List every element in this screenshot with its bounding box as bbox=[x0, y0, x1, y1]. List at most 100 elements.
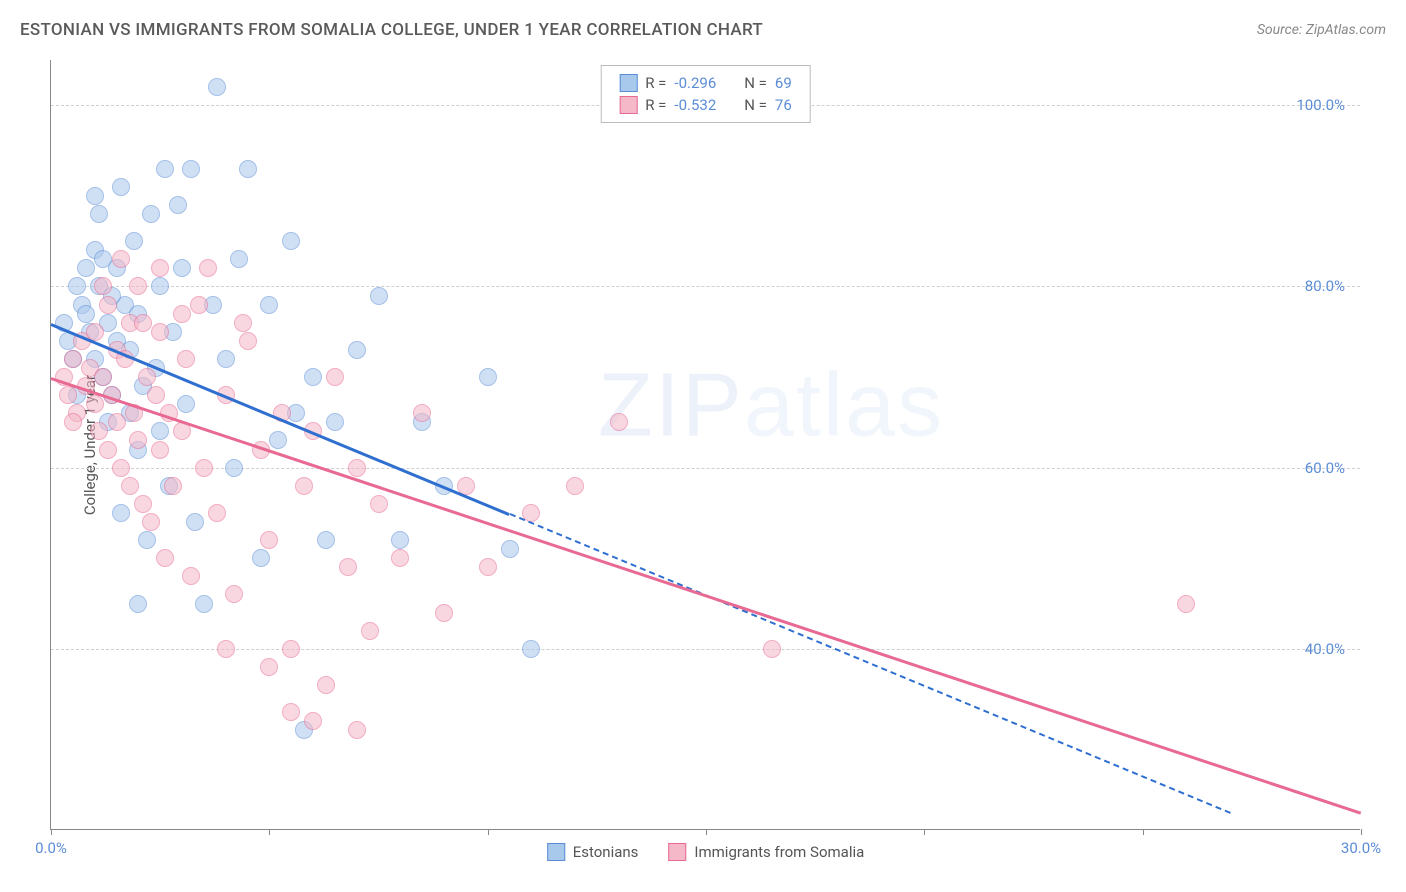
r-label: R = bbox=[645, 96, 666, 114]
scatter-point bbox=[225, 585, 243, 603]
scatter-point bbox=[151, 422, 169, 440]
scatter-point bbox=[129, 431, 147, 449]
x-tick-mark bbox=[1143, 829, 1144, 835]
scatter-point bbox=[295, 477, 313, 495]
scatter-point bbox=[77, 305, 95, 323]
legend-item: Estonians bbox=[547, 843, 639, 861]
x-tick-mark bbox=[51, 829, 52, 835]
scatter-point bbox=[125, 232, 143, 250]
scatter-point bbox=[151, 259, 169, 277]
scatter-point bbox=[177, 350, 195, 368]
scatter-point bbox=[348, 721, 366, 739]
scatter-point bbox=[208, 78, 226, 96]
chart-title: ESTONIAN VS IMMIGRANTS FROM SOMALIA COLL… bbox=[20, 20, 763, 40]
scatter-point bbox=[370, 287, 388, 305]
n-value: 69 bbox=[775, 74, 792, 92]
source-attribution: Source: ZipAtlas.com bbox=[1257, 22, 1386, 38]
n-label: N = bbox=[744, 74, 767, 92]
scatter-point bbox=[1177, 595, 1195, 613]
chart-container: ESTONIAN VS IMMIGRANTS FROM SOMALIA COLL… bbox=[0, 0, 1406, 892]
y-tick-label: 60.0% bbox=[1305, 459, 1345, 477]
x-tick-mark bbox=[488, 829, 489, 835]
n-label: N = bbox=[744, 96, 767, 114]
scatter-point bbox=[156, 160, 174, 178]
scatter-point bbox=[217, 350, 235, 368]
scatter-point bbox=[282, 232, 300, 250]
scatter-point bbox=[173, 305, 191, 323]
scatter-point bbox=[64, 413, 82, 431]
scatter-point bbox=[269, 431, 287, 449]
scatter-point bbox=[252, 549, 270, 567]
scatter-point bbox=[195, 595, 213, 613]
scatter-point bbox=[326, 413, 344, 431]
scatter-point bbox=[370, 495, 388, 513]
scatter-point bbox=[413, 404, 431, 422]
scatter-point bbox=[234, 314, 252, 332]
scatter-point bbox=[230, 250, 248, 268]
bottom-legend: EstoniansImmigrants from Somalia bbox=[547, 843, 865, 861]
scatter-point bbox=[199, 259, 217, 277]
scatter-point bbox=[151, 441, 169, 459]
trend-line-extrapolated bbox=[509, 513, 1230, 814]
scatter-point bbox=[129, 595, 147, 613]
scatter-point bbox=[99, 296, 117, 314]
scatter-point bbox=[164, 477, 182, 495]
scatter-point bbox=[169, 196, 187, 214]
scatter-point bbox=[190, 296, 208, 314]
scatter-point bbox=[94, 277, 112, 295]
scatter-point bbox=[121, 477, 139, 495]
scatter-point bbox=[217, 640, 235, 658]
scatter-point bbox=[138, 368, 156, 386]
scatter-point bbox=[151, 277, 169, 295]
r-label: R = bbox=[645, 74, 666, 92]
legend-swatch bbox=[619, 96, 637, 114]
trend-line bbox=[51, 377, 1362, 815]
chart-area: College, Under 1 year ZIPatlas 40.0%60.0… bbox=[50, 60, 1360, 830]
scatter-point bbox=[348, 459, 366, 477]
y-tick-label: 100.0% bbox=[1296, 96, 1345, 114]
scatter-point bbox=[147, 386, 165, 404]
stats-box: R =-0.296N =69R =-0.532N =76 bbox=[600, 65, 811, 123]
scatter-point bbox=[112, 504, 130, 522]
scatter-point bbox=[112, 178, 130, 196]
scatter-point bbox=[182, 567, 200, 585]
plot-region: ZIPatlas 40.0%60.0%80.0%100.0%0.0%30.0%R… bbox=[50, 60, 1360, 830]
y-tick-label: 80.0% bbox=[1305, 277, 1345, 295]
scatter-point bbox=[282, 703, 300, 721]
scatter-point bbox=[86, 187, 104, 205]
x-tick-mark bbox=[706, 829, 707, 835]
scatter-point bbox=[610, 413, 628, 431]
x-tick-mark bbox=[924, 829, 925, 835]
scatter-point bbox=[108, 413, 126, 431]
scatter-point bbox=[177, 395, 195, 413]
header: ESTONIAN VS IMMIGRANTS FROM SOMALIA COLL… bbox=[20, 10, 1386, 50]
x-tick-label: 30.0% bbox=[1341, 839, 1381, 857]
scatter-point bbox=[260, 531, 278, 549]
r-value: -0.296 bbox=[674, 74, 716, 92]
n-value: 76 bbox=[775, 96, 792, 114]
scatter-point bbox=[134, 314, 152, 332]
scatter-point bbox=[59, 386, 77, 404]
scatter-point bbox=[239, 332, 257, 350]
x-tick-mark bbox=[269, 829, 270, 835]
scatter-point bbox=[566, 477, 584, 495]
x-tick-mark bbox=[1361, 829, 1362, 835]
legend-swatch bbox=[668, 843, 686, 861]
scatter-point bbox=[763, 640, 781, 658]
scatter-point bbox=[304, 712, 322, 730]
scatter-point bbox=[112, 250, 130, 268]
scatter-point bbox=[479, 368, 497, 386]
scatter-point bbox=[156, 549, 174, 567]
scatter-point bbox=[77, 259, 95, 277]
watermark: ZIPatlas bbox=[598, 355, 944, 458]
y-tick-label: 40.0% bbox=[1305, 640, 1345, 658]
stats-row: R =-0.532N =76 bbox=[619, 94, 792, 116]
scatter-point bbox=[142, 513, 160, 531]
scatter-point bbox=[151, 323, 169, 341]
scatter-point bbox=[282, 640, 300, 658]
scatter-point bbox=[391, 531, 409, 549]
scatter-point bbox=[501, 540, 519, 558]
scatter-point bbox=[522, 640, 540, 658]
scatter-point bbox=[186, 513, 204, 531]
legend-swatch bbox=[547, 843, 565, 861]
